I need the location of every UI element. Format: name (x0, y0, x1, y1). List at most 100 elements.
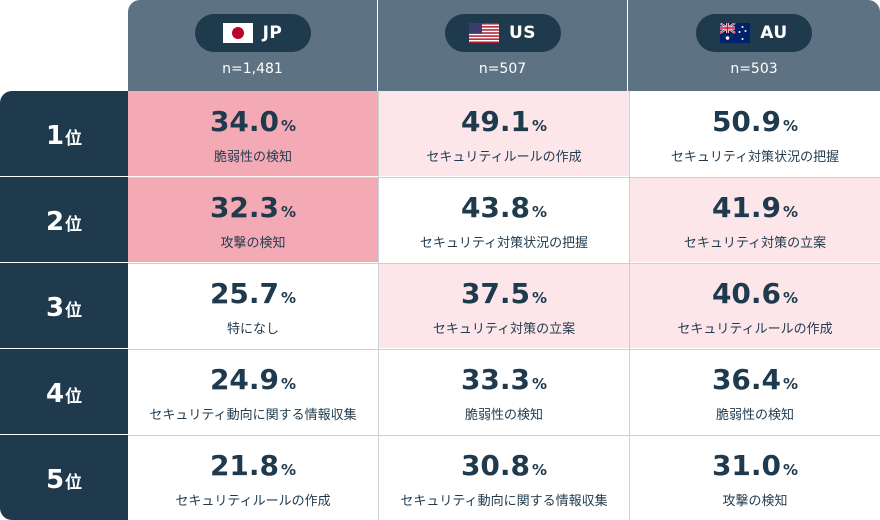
percentage-unit: % (783, 203, 799, 221)
sample-size: n=503 (730, 61, 778, 77)
table-cell: 21.8% セキュリティルールの作成 (128, 435, 378, 520)
percentage-value: 36.4 (711, 363, 782, 396)
percentage-unit: % (532, 203, 548, 221)
item-label: 脆弱性の検知 (464, 408, 543, 423)
percentage-unit: % (281, 289, 297, 307)
percentage-unit: % (281, 203, 297, 221)
percentage-unit: % (281, 461, 297, 479)
percentage-unit: % (532, 461, 548, 479)
country-code: JP (262, 23, 283, 43)
country-code: US (508, 23, 537, 43)
item-label: セキュリティ対策の立案 (683, 236, 827, 251)
percentage-value: 33.3 (460, 363, 531, 396)
table-cell: 40.6% セキュリティルールの作成 (630, 263, 880, 348)
sample-size: n=507 (478, 61, 527, 77)
percentage: 33.3% (379, 363, 629, 396)
percentage-value: 49.1 (460, 105, 531, 138)
item-label: 攻撃の検知 (722, 494, 788, 509)
item-label: セキュリティルールの作成 (677, 322, 833, 337)
item-label: セキュリティルールの作成 (175, 494, 331, 509)
country-pill-jp: JP (194, 14, 311, 52)
percentage: 50.9% (630, 105, 880, 138)
table-cell: 49.1% セキュリティルールの作成 (379, 91, 629, 176)
percentage-value: 30.8 (460, 449, 531, 482)
table-cell: 43.8% セキュリティ対策状況の把握 (379, 177, 629, 262)
table-cell: 41.9% セキュリティ対策の立案 (630, 177, 880, 262)
percentage: 21.8% (128, 449, 378, 482)
divider (128, 435, 880, 436)
table-cell: 32.3% 攻撃の検知 (128, 177, 378, 262)
divider (128, 263, 880, 264)
percentage-value: 40.6 (711, 277, 782, 310)
table-cell: 31.0% 攻撃の検知 (630, 435, 880, 520)
divider (378, 91, 379, 520)
percentage-unit: % (783, 117, 799, 135)
percentage: 30.8% (379, 449, 629, 482)
usa-flag-icon (468, 23, 499, 43)
percentage-value: 34.0 (209, 105, 280, 138)
table-cell: 37.5% セキュリティ対策の立案 (379, 263, 629, 348)
percentage: 40.6% (630, 277, 880, 310)
japan-flag-icon (222, 23, 253, 43)
percentage: 37.5% (379, 277, 629, 310)
table-cell: 50.9% セキュリティ対策状況の把握 (630, 91, 880, 176)
percentage-value: 37.5 (460, 277, 531, 310)
percentage-value: 25.7 (209, 277, 280, 310)
table-cell: 30.8% セキュリティ動向に関する情報収集 (379, 435, 629, 520)
item-label: セキュリティ対策状況の把握 (670, 150, 840, 165)
percentage-unit: % (783, 461, 799, 479)
item-label: セキュリティルールの作成 (426, 150, 582, 165)
header-jp: JP n=1,481 (128, 0, 378, 91)
percentage-unit: % (783, 289, 799, 307)
item-label: セキュリティ動向に関する情報収集 (400, 494, 608, 509)
divider (128, 177, 880, 178)
table-cell: 34.0% 脆弱性の検知 (128, 91, 378, 176)
item-label: セキュリティ動向に関する情報収集 (149, 408, 357, 423)
percentage-value: 41.9 (711, 191, 782, 224)
divider (128, 349, 880, 350)
percentage-unit: % (532, 289, 548, 307)
percentage: 36.4% (630, 363, 880, 396)
item-label: セキュリティ対策状況の把握 (419, 236, 589, 251)
percentage-unit: % (532, 375, 548, 393)
table-cell: 33.3% 脆弱性の検知 (379, 349, 629, 434)
percentage: 25.7% (128, 277, 378, 310)
header-us: US n=507 (378, 0, 628, 91)
sample-size: n=1,481 (222, 61, 283, 77)
percentage-unit: % (281, 375, 297, 393)
item-label: 脆弱性の検知 (213, 150, 292, 165)
item-label: セキュリティ対策の立案 (432, 322, 576, 337)
australia-flag-icon (720, 23, 751, 43)
table-cell: 25.7% 特になし (128, 263, 378, 348)
divider (629, 91, 630, 520)
percentage: 49.1% (379, 105, 629, 138)
country-code: AU (760, 23, 788, 43)
percentage: 31.0% (630, 449, 880, 482)
percentage: 24.9% (128, 363, 378, 396)
percentage-value: 43.8 (460, 191, 531, 224)
percentage-unit: % (281, 117, 297, 135)
country-pill-us: US (444, 14, 561, 52)
percentage-value: 21.8 (209, 449, 280, 482)
percentage-value: 32.3 (209, 191, 280, 224)
percentage-value: 50.9 (711, 105, 782, 138)
country-pill-au: AU (696, 14, 812, 52)
percentage: 34.0% (128, 105, 378, 138)
percentage: 43.8% (379, 191, 629, 224)
percentage-value: 24.9 (209, 363, 280, 396)
item-label: 脆弱性の検知 (715, 408, 794, 423)
header-au: AU n=503 (628, 0, 880, 91)
percentage: 32.3% (128, 191, 378, 224)
table-cell: 24.9% セキュリティ動向に関する情報収集 (128, 349, 378, 434)
percentage-unit: % (532, 117, 548, 135)
percentage-value: 31.0 (711, 449, 782, 482)
item-label: 特になし (226, 322, 279, 337)
table-header: JP n=1,481 US n=507 (128, 0, 880, 91)
item-label: 攻撃の検知 (220, 236, 286, 251)
percentage-unit: % (783, 375, 799, 393)
